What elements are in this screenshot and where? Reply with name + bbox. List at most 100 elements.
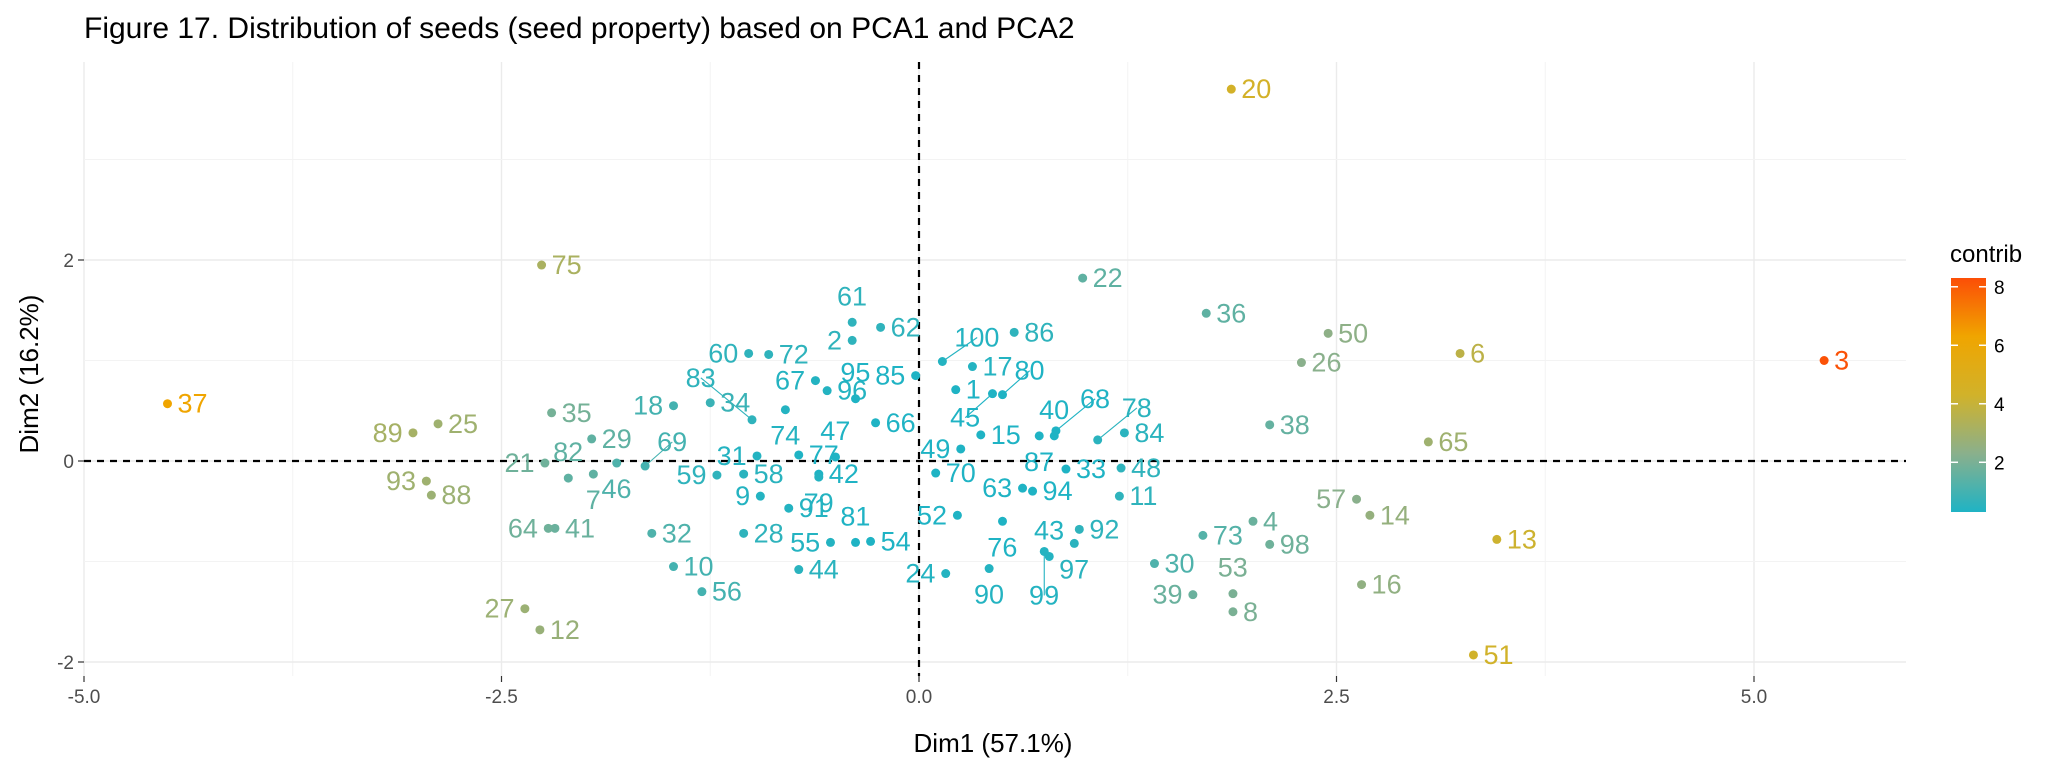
data-point	[163, 399, 172, 409]
data-points	[163, 84, 1829, 660]
point-label: 97	[1059, 554, 1089, 584]
y-axis-ticks: -2 0 2	[57, 251, 84, 674]
point-label: 28	[754, 518, 784, 548]
point-label: 31	[717, 441, 747, 471]
point-label: 81	[840, 501, 870, 531]
point-label: 34	[720, 388, 750, 418]
point-label: 32	[662, 518, 692, 548]
point-label: 3	[1834, 346, 1849, 376]
data-point	[851, 394, 861, 404]
point-label: 67	[775, 366, 805, 396]
data-point	[1051, 426, 1061, 436]
point-label: 100	[954, 323, 999, 353]
point-label: 83	[686, 363, 716, 393]
point-label: 2	[827, 325, 842, 355]
point-label: 92	[1089, 514, 1119, 544]
point-label: 39	[1152, 580, 1182, 610]
point-label: 42	[829, 459, 859, 489]
data-point	[794, 450, 804, 460]
data-point	[752, 451, 762, 461]
point-label: 7	[586, 485, 601, 515]
point-label: 13	[1507, 524, 1537, 554]
data-point	[426, 490, 436, 500]
data-point	[1093, 435, 1103, 445]
legend: contrib 2 4 6 8	[1950, 241, 2022, 512]
data-point	[814, 472, 824, 482]
point-label: 18	[633, 391, 663, 421]
data-point	[535, 625, 545, 635]
point-label: 45	[950, 403, 980, 433]
point-label: 35	[562, 398, 592, 428]
point-label: 66	[886, 408, 916, 438]
data-point	[588, 469, 598, 479]
data-point	[866, 536, 876, 546]
data-point	[941, 569, 951, 579]
data-point	[976, 430, 986, 440]
x-axis-title: Dim1 (57.1%)	[914, 728, 1073, 758]
data-point	[520, 604, 530, 614]
point-labels: 1234678910111213141516171820212224252627…	[178, 74, 1850, 670]
point-label: 65	[1438, 427, 1468, 457]
point-label: 9	[735, 481, 750, 511]
point-label: 98	[1280, 529, 1310, 559]
point-label: 96	[837, 376, 867, 406]
point-label: 91	[799, 493, 829, 523]
point-label: 80	[1015, 356, 1045, 386]
point-label: 93	[386, 466, 416, 496]
data-point	[1028, 486, 1038, 496]
data-point	[669, 401, 679, 411]
point-label: 43	[1034, 515, 1064, 545]
legend-ticks: 2 4 6 8	[1951, 278, 2005, 474]
data-point	[640, 461, 650, 471]
point-label: 26	[1311, 348, 1341, 378]
point-label: 63	[982, 473, 1012, 503]
data-point	[739, 469, 749, 479]
point-label: 90	[974, 580, 1004, 610]
data-point	[1226, 84, 1236, 94]
data-point	[543, 523, 553, 533]
point-label: 15	[991, 420, 1021, 450]
data-point	[847, 335, 857, 345]
y-tick-label: -2	[57, 653, 74, 674]
data-point	[956, 444, 966, 454]
point-label: 55	[790, 527, 820, 557]
point-label: 37	[178, 389, 208, 419]
data-point	[984, 564, 994, 574]
data-point	[550, 523, 560, 533]
data-point	[951, 385, 961, 395]
data-point	[1265, 539, 1275, 549]
data-point	[825, 537, 835, 547]
data-point	[433, 419, 443, 429]
point-label: 70	[946, 458, 976, 488]
x-tick-label: -5.0	[68, 687, 101, 708]
data-point	[1228, 607, 1238, 617]
data-point	[1492, 534, 1502, 544]
data-point	[1265, 420, 1275, 430]
point-label: 25	[448, 409, 478, 439]
data-point	[784, 503, 794, 513]
point-label: 14	[1380, 500, 1410, 530]
point-label: 59	[677, 460, 707, 490]
point-label: 82	[553, 437, 583, 467]
data-point	[911, 371, 921, 381]
point-label: 27	[484, 594, 514, 624]
point-label: 29	[602, 424, 632, 454]
data-point	[1009, 327, 1019, 337]
point-label: 12	[550, 615, 580, 645]
data-point	[998, 390, 1007, 400]
point-label: 30	[1164, 549, 1194, 579]
point-label: 4	[1263, 506, 1278, 536]
data-point	[1296, 358, 1306, 368]
data-point	[1423, 437, 1433, 447]
label-leader-lines	[644, 337, 1138, 596]
data-point	[987, 389, 997, 399]
x-tick-label: 5.0	[1741, 687, 1767, 708]
data-point	[851, 537, 861, 547]
point-label: 21	[505, 448, 535, 478]
point-label: 20	[1241, 74, 1271, 104]
data-point	[1074, 524, 1084, 534]
data-point	[612, 458, 622, 468]
data-point	[780, 405, 790, 415]
legend-tick-label: 2	[1994, 453, 2005, 474]
point-label: 62	[891, 312, 921, 342]
